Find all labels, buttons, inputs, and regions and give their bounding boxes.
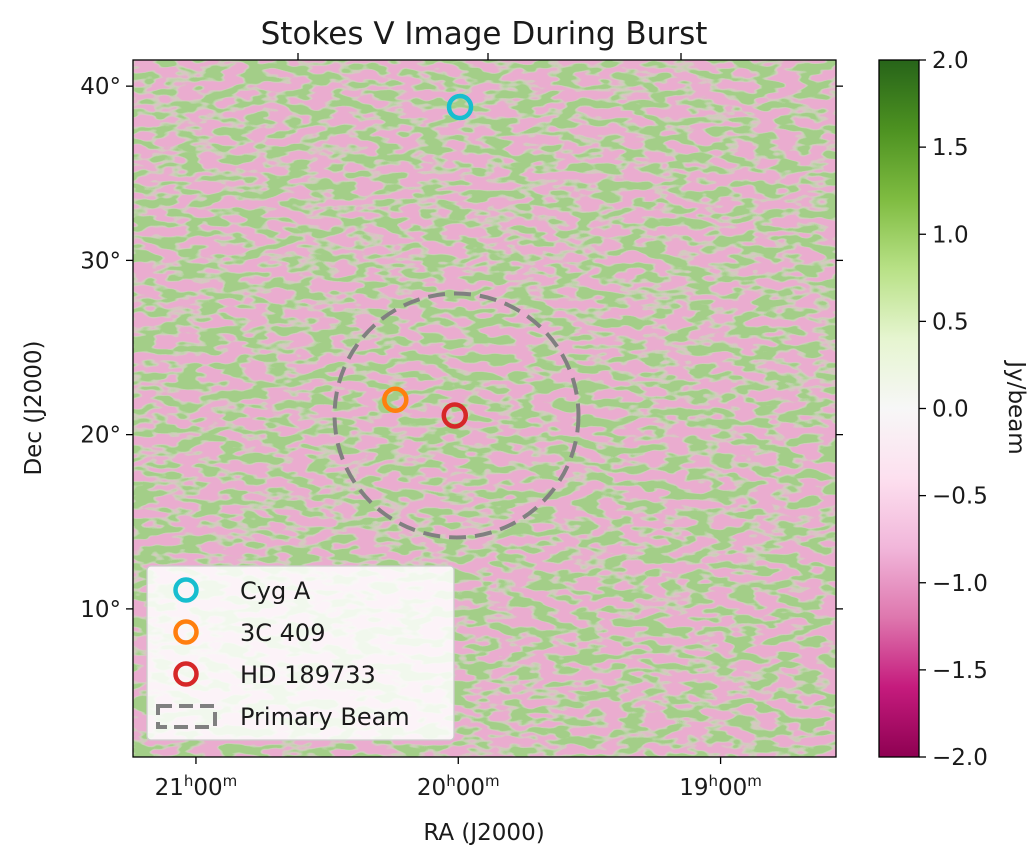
x-tick-label: 19h00m — [679, 772, 762, 801]
colorbar: 2.0 1.5 1.0 0.5 0.0 −0.5 −1.0 −1.5 −2.0 Jy/beam — [878, 48, 1029, 771]
legend-label-hd-189733: HD 189733 — [240, 661, 376, 689]
colorbar-label: Jy/beam — [1003, 359, 1029, 454]
colorbar-tick-label: 1.0 — [932, 222, 969, 248]
x-tick-label-part: 00 — [193, 775, 222, 801]
x-tick-label-part: 00 — [718, 775, 747, 801]
colorbar-tick-label: 2.0 — [932, 48, 969, 74]
y-axis-label: Dec (J2000) — [21, 340, 47, 475]
x-tick-label-part: h — [709, 772, 719, 790]
source-marker-hd-189733 — [441, 402, 469, 429]
y-tick-label: 30° — [80, 248, 121, 274]
colorbar-ticks: 2.0 1.5 1.0 0.5 0.0 −0.5 −1.0 −1.5 −2.0 — [919, 48, 988, 771]
x-tick-label-part: 21 — [155, 775, 184, 801]
legend-marker-3c-409 — [173, 619, 199, 645]
x-axis-label: RA (J2000) — [423, 820, 544, 846]
primary-beam-circle — [332, 291, 581, 540]
x-tick-label-part: m — [223, 772, 238, 790]
legend-label-3c-409: 3C 409 — [240, 619, 325, 647]
colorbar-tick-label: −0.5 — [932, 484, 988, 510]
x-tick-label-part: 00 — [456, 775, 485, 801]
x-tick-label-part: 20 — [417, 775, 446, 801]
y-tick-label: 10° — [80, 597, 121, 623]
legend-marker-primary-beam — [156, 704, 217, 729]
x-tick-label-part: h — [184, 772, 194, 790]
legend-marker-hd-189733 — [173, 661, 199, 687]
legend-frame — [146, 565, 455, 741]
colorbar-tick-label: −1.5 — [932, 658, 988, 684]
colorbar-tick-label: −1.0 — [932, 571, 988, 597]
x-tick-label: 20h00m — [417, 772, 500, 801]
colorbar-tick-label: 0.5 — [932, 309, 969, 335]
x-tick-label-part: h — [446, 772, 456, 790]
plot-frame — [132, 59, 837, 758]
y-tick-label: 40° — [80, 74, 121, 100]
legend: Cyg A 3C 409 HD 189733 Primary Beam — [146, 565, 455, 741]
source-marker-cyg-a — [446, 93, 474, 121]
source-markers — [332, 93, 581, 540]
chart-title: Stokes V Image During Burst — [261, 16, 708, 52]
legend-label-cyg-a: Cyg A — [240, 577, 311, 605]
x-tick-label: 21h00m — [155, 772, 238, 801]
legend-label-primary-beam: Primary Beam — [240, 703, 410, 731]
colorbar-tick-label: 1.5 — [932, 135, 969, 161]
colorbar-tick-label: −2.0 — [932, 745, 988, 771]
source-marker-3c-409 — [382, 386, 409, 414]
x-tick-label-part: m — [747, 772, 762, 790]
colorbar-tick-label: 0.0 — [932, 397, 969, 423]
legend-marker-cyg-a — [173, 577, 199, 603]
x-tick-label-part: m — [485, 772, 500, 790]
x-tick-label-part: 19 — [679, 775, 708, 801]
y-tick-label: 20° — [80, 423, 121, 449]
colorbar-bar — [878, 59, 920, 758]
